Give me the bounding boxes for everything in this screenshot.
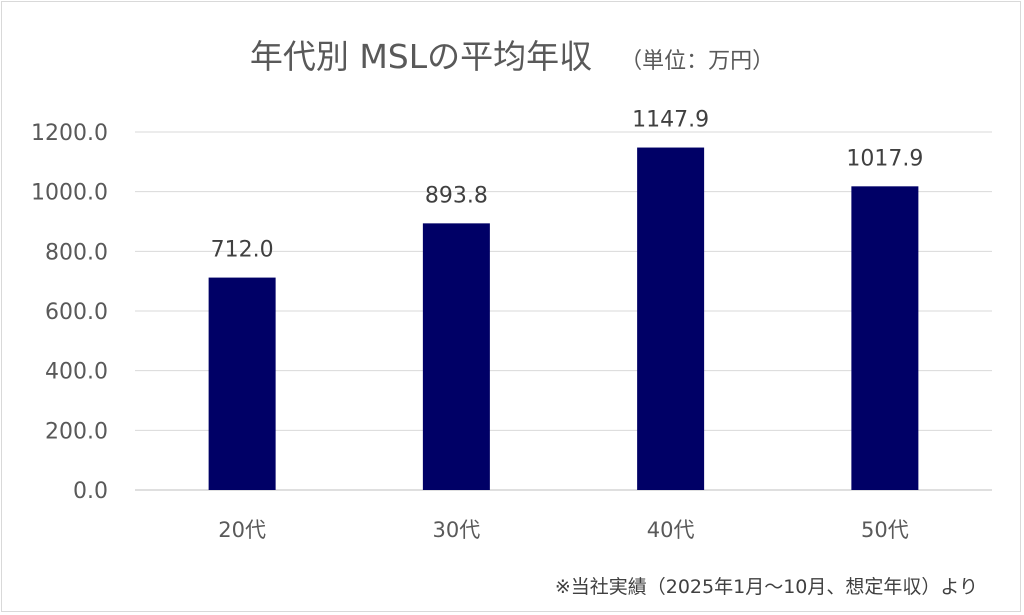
bar [208,277,276,490]
data-label: 893.8 [425,183,488,208]
y-tick-label: 600.0 [45,300,108,325]
y-tick-label: 1200.0 [31,121,108,146]
chart-title-block: 年代別 MSLの平均年収 （単位：万円） [0,30,1024,78]
y-tick-label: 200.0 [45,419,108,444]
bar [851,186,919,490]
x-tick-label: 40代 [647,518,695,542]
data-label: 712.0 [211,238,274,263]
y-tick-label: 800.0 [45,240,108,265]
chart-subtitle: （単位：万円） [620,49,775,74]
chart-title: 年代別 MSLの平均年収 [249,37,593,76]
x-tick-label: 20代 [218,518,266,542]
data-label: 1017.9 [846,146,923,171]
footnote: ※当社実績（2025年1月～10月、想定年収）より [554,576,978,598]
y-tick-label: 400.0 [45,360,108,385]
bar [637,147,705,491]
bar [422,223,490,490]
x-tick-label: 50代 [861,518,909,542]
y-tick-label: 1000.0 [31,181,108,206]
y-tick-label: 0.0 [73,479,108,504]
data-label: 1147.9 [632,108,709,133]
x-tick-label: 30代 [433,518,481,542]
